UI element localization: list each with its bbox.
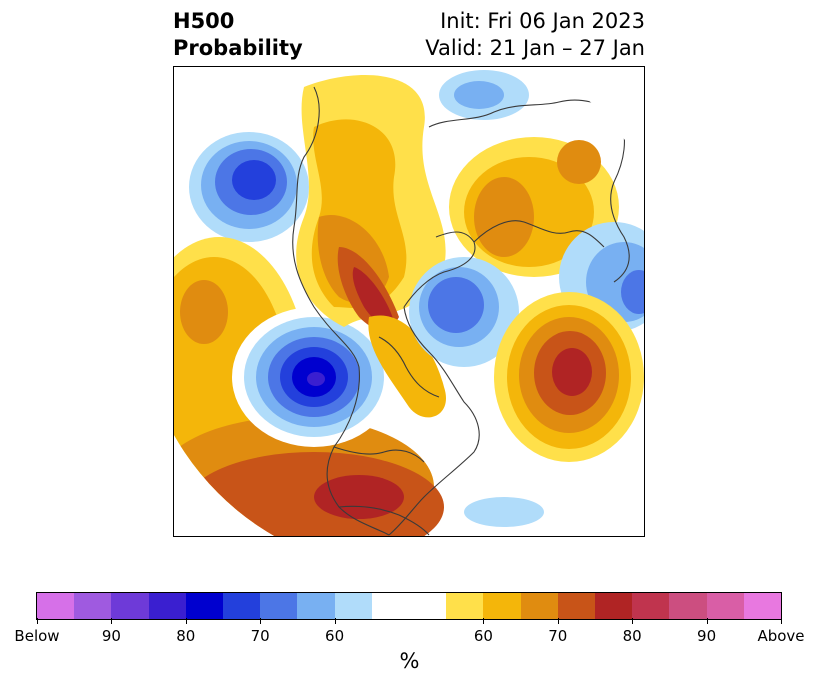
contour-80-above-south (314, 475, 404, 519)
colorbar-swatch (260, 593, 298, 619)
init-date: Init: Fri 06 Jan 2023 (440, 9, 645, 33)
anomaly-north-pacific-low (189, 132, 309, 242)
map-canvas (174, 70, 644, 536)
map-dates: Init: Fri 06 Jan 2023 Valid: 21 Jan – 27… (425, 8, 645, 62)
contour-eu-70 (474, 177, 534, 257)
contour-n85 (307, 372, 325, 386)
anomaly-central-pacific-low (232, 307, 396, 447)
valid-range: Valid: 21 Jan – 27 Jan (425, 36, 645, 60)
colorbar-swatch (111, 593, 149, 619)
colorbar-ticks: Below 90 80 70 60 60 70 80 90 Above (14, 618, 805, 648)
colorbar-swatch (669, 593, 707, 619)
colorbar-tick (632, 618, 634, 624)
contour-eu-70b (557, 140, 601, 184)
colorbar-tick (260, 618, 262, 624)
contour-75-below (232, 160, 276, 200)
colorbar (36, 592, 782, 620)
colorbar-swatch (706, 593, 744, 619)
colorbar-swatch (483, 593, 521, 619)
coast-hudson-bay (403, 231, 476, 308)
colorbar-tick-label: 60 (473, 627, 493, 645)
colorbar-swatch (297, 593, 335, 619)
contour-at-80 (552, 348, 592, 396)
anomaly-west-pacific-high (174, 237, 444, 536)
colorbar-tick (706, 618, 708, 624)
colorbar-tick (781, 618, 782, 624)
border-us-canada (333, 446, 425, 463)
colorbar-swatch (148, 593, 186, 619)
colorbar-tick (483, 618, 485, 624)
colorbar-swatch (74, 593, 112, 619)
contour-arctic-80 (352, 267, 394, 325)
colorbar-swatch (185, 593, 224, 619)
colorbar-swatch (520, 593, 558, 619)
colorbar-tick-label: 90 (697, 627, 717, 645)
colorbar-swatch (371, 593, 410, 619)
colorbar-swatch (557, 593, 596, 619)
colorbar-tick (185, 618, 187, 624)
contour-pole-65 (454, 81, 504, 109)
anomaly-greenland-low (409, 70, 644, 367)
colorbar-tick (37, 618, 38, 624)
title-variable: H500 (173, 9, 235, 33)
colorbar-swatch (409, 593, 447, 619)
colorbar-swatch (223, 593, 261, 619)
colorbar-tick-label: 70 (548, 627, 568, 645)
colorbar-swatch (595, 593, 633, 619)
contour-east-70 (621, 270, 644, 314)
coast-greenland-south (473, 220, 605, 248)
colorbar-tick-label: 80 (176, 627, 196, 645)
colorbar-swatch (37, 593, 75, 619)
colorbar-tick-label: 90 (101, 627, 121, 645)
colorbar-tick (334, 618, 336, 624)
contour-hudson-60 (368, 315, 446, 418)
anomaly-subtropical-low (464, 497, 544, 527)
forecast-map (173, 66, 645, 537)
contour-st-60 (464, 497, 544, 527)
coast-north-america-west (292, 86, 390, 536)
map-title: H500 Probability (173, 8, 303, 62)
colorbar-tick (557, 618, 559, 624)
anomaly-atlantic-high (494, 292, 644, 462)
colorbar-swatch (334, 593, 372, 619)
colorbar-swatch (743, 593, 782, 619)
anomaly-arctic-high (296, 75, 446, 418)
coast-great-lakes (378, 336, 440, 398)
colorbar-tick-label: 80 (622, 627, 642, 645)
colorbar-tick-label: 60 (325, 627, 345, 645)
contour-70-above (180, 280, 228, 344)
border-us-mexico (338, 505, 430, 536)
colorbar-unit-label: % (399, 649, 420, 673)
coast-europe-west (610, 116, 630, 283)
colorbar-tick-label: 70 (250, 627, 270, 645)
colorbar-tick-label: Above (757, 627, 805, 645)
contour-gr-70 (428, 277, 484, 333)
colorbar-tick (111, 618, 113, 624)
colorbar-swatch (632, 593, 670, 619)
colorbar-tick-label: Below (14, 627, 60, 645)
colorbar-swatch (446, 593, 484, 619)
coast-north-america-east (388, 306, 480, 536)
title-product: Probability (173, 36, 303, 60)
